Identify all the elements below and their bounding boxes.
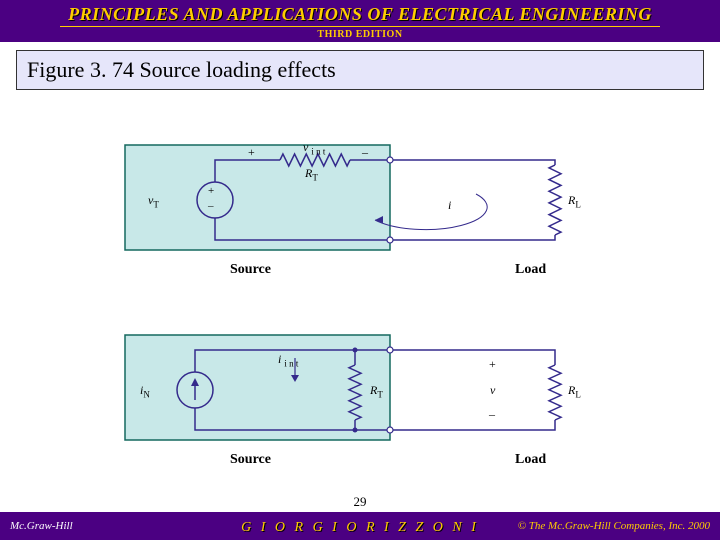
page-number: 29 (354, 494, 367, 510)
author: G I O R G I O R I Z Z O N I (241, 520, 479, 536)
iN-label: iN (140, 383, 150, 399)
load1-text: Load (515, 262, 546, 278)
v-minus: – (489, 407, 495, 422)
vsrc-plus: + (208, 185, 214, 197)
load2-text: Load (515, 452, 546, 468)
iint-label: i i n t (278, 352, 298, 368)
RT1-label: RT (305, 166, 318, 182)
v-plus: + (489, 357, 496, 372)
v2-label: v (490, 383, 495, 398)
vsrc-minus: – (208, 200, 214, 212)
i1-label: i (448, 198, 451, 213)
vint-plus: + (248, 145, 255, 160)
figure-title-box: Figure 3. 74 Source loading effects (16, 50, 704, 90)
vint-label: v i n t (303, 140, 325, 156)
publisher: Mc.Graw-Hill (10, 520, 73, 532)
vint-minus: – (362, 145, 368, 160)
vT-label: vT (148, 193, 159, 209)
RL1-label: RL (568, 193, 581, 209)
header-band: PRINCIPLES AND APPLICATIONS OF ELECTRICA… (0, 0, 720, 42)
source1-text: Source (230, 262, 271, 278)
RL2-label: RL (568, 383, 581, 399)
source2-text: Source (230, 452, 271, 468)
copyright: © The Mc.Graw-Hill Companies, Inc. 2000 (518, 520, 710, 532)
book-title: PRINCIPLES AND APPLICATIONS OF ELECTRICA… (60, 4, 660, 27)
book-subtitle: THIRD EDITION (0, 29, 720, 40)
RT2-label: RT (370, 383, 383, 399)
figure-title: Figure 3. 74 Source loading effects (27, 57, 693, 83)
